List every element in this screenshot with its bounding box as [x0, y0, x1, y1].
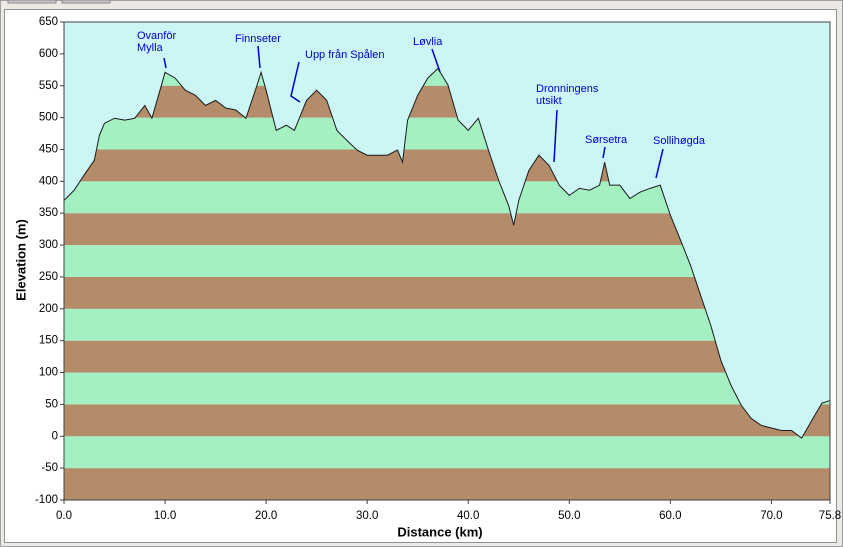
annotation: Upp från Spålen: [305, 49, 385, 61]
x-tick-label: 20.0: [255, 510, 277, 522]
y-tick-label: 0: [52, 430, 58, 442]
x-tick-label: 0.0: [56, 510, 72, 522]
x-tick-label: 40.0: [457, 510, 479, 522]
annotation-leader: [553, 109, 558, 163]
y-tick-label: 300: [39, 239, 58, 251]
x-axis-title: Distance (km): [397, 524, 482, 539]
annotation-leader: [163, 57, 167, 69]
y-tick-label: -100: [35, 494, 58, 506]
tab[interactable]: [61, 0, 111, 4]
y-tick-label: 150: [39, 335, 58, 347]
annotation: Sollihøgda: [653, 135, 706, 147]
annotation-leader: [431, 48, 441, 73]
y-tick-label: 500: [39, 112, 58, 124]
elevation-band: [64, 468, 830, 500]
annotation: utsikt: [536, 95, 562, 107]
y-tick-label: 450: [39, 143, 58, 155]
elevation-band: [64, 308, 830, 341]
y-axis-title: Elevation (m): [13, 219, 28, 301]
elevation-band: [64, 372, 830, 405]
annotation: Dronningens: [536, 83, 599, 95]
y-tick-label: 400: [39, 175, 58, 187]
y-tick-label: 250: [39, 271, 58, 283]
annotation: Mylla: [137, 42, 164, 54]
annotation: Finnseter: [235, 33, 281, 45]
y-tick-label: -50: [41, 462, 58, 474]
annotation: Løvlia: [413, 36, 443, 48]
annotation: Sørsetra: [585, 134, 628, 146]
elevation-band: [64, 436, 830, 469]
elevation-band: [64, 340, 830, 373]
annotation-leader: [602, 146, 606, 159]
y-tick-label: 200: [39, 303, 58, 315]
x-tick-label: 75.8: [819, 510, 841, 522]
x-tick-label: 50.0: [558, 510, 580, 522]
y-tick-label: 100: [39, 367, 58, 379]
y-tick-label: 350: [39, 207, 58, 219]
annotation-leader: [290, 61, 301, 103]
elevation-band: [64, 404, 830, 437]
elevation-line: [63, 67, 831, 439]
annotation-leader: [655, 148, 664, 179]
annotation: Ovanför: [137, 30, 176, 42]
y-tick-label: 650: [39, 16, 58, 28]
annotation-leader: [257, 45, 261, 69]
y-tick-label: 50: [45, 398, 58, 410]
x-tick-label: 70.0: [760, 510, 782, 522]
y-tick-label: 550: [39, 80, 58, 92]
y-tick-label: 600: [39, 48, 58, 60]
x-tick-label: 10.0: [154, 510, 176, 522]
tab[interactable]: [7, 0, 57, 4]
plot-border: [63, 21, 831, 501]
x-tick-label: 60.0: [659, 510, 681, 522]
x-tick-label: 30.0: [356, 510, 378, 522]
